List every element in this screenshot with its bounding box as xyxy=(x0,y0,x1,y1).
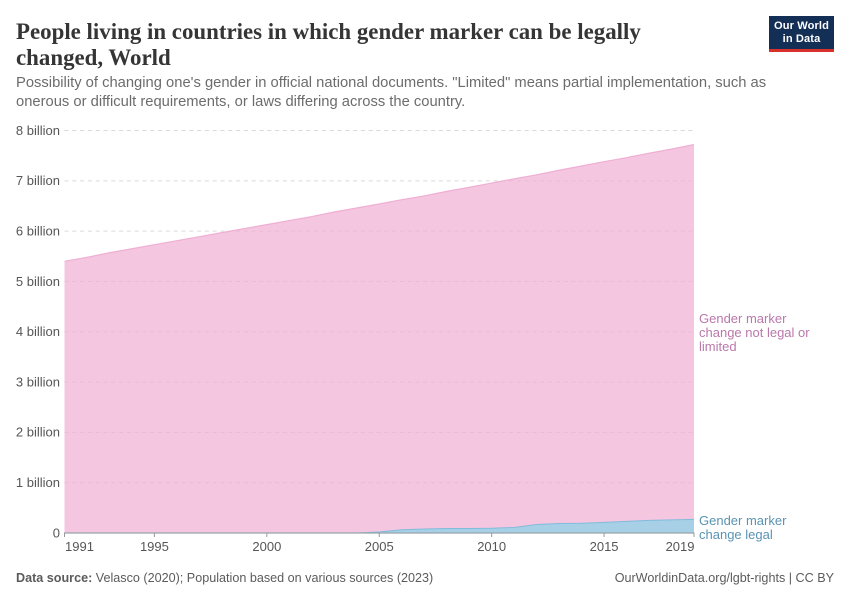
data-source-text: Velasco (2020); Population based on vari… xyxy=(92,571,434,585)
x-tick-label-2019: 2019 xyxy=(666,539,695,554)
series-label-not-legal-line-3: limited xyxy=(699,338,737,354)
y-tick-label-1: 1 billion xyxy=(16,475,60,490)
series-label-not-legal: Gender marker change not legal or limited xyxy=(699,310,819,354)
subtitle-line-1: Possibility of changing one's gender in … xyxy=(16,74,767,91)
x-tick-label-2015: 2015 xyxy=(590,539,619,554)
logo-line-1: Our World xyxy=(774,20,829,33)
x-tick-label-2010: 2010 xyxy=(477,539,506,554)
x-tick-label-1991: 1991 xyxy=(65,539,94,554)
x-tick-label-2005: 2005 xyxy=(365,539,394,554)
series-label-legal: Gender marker change legal xyxy=(699,512,819,542)
series-label-not-legal-line-2: change not legal or xyxy=(699,324,810,340)
chart-subtitle: Possibility of changing one's gender in … xyxy=(16,74,826,112)
y-tick-label-7: 7 billion xyxy=(16,173,60,188)
credit-line: OurWorldinData.org/lgbt-rights | CC BY xyxy=(614,571,834,585)
logo-line-2: in Data xyxy=(782,32,821,45)
y-tick-label-2: 2 billion xyxy=(16,425,60,440)
data-source-label: Data source: xyxy=(16,571,93,585)
x-tick-label-1995: 1995 xyxy=(140,539,169,554)
title-line-1: People living in countries in which gend… xyxy=(16,19,641,44)
page-title: People living in countries in which gend… xyxy=(16,19,761,71)
x-tick-label-2000: 2000 xyxy=(252,539,281,554)
y-tick-label-6: 6 billion xyxy=(16,223,60,238)
y-tick-label-4: 4 billion xyxy=(16,324,60,339)
area-gender-marker-change-not-legal-or-limited xyxy=(64,144,694,534)
series-label-legal-line-2: change legal xyxy=(699,526,773,542)
subtitle-line-2: onerous or difficult requirements, or la… xyxy=(16,93,466,110)
data-source-note: Data source: Velasco (2020); Population … xyxy=(16,570,433,586)
chart-footer: Data source: Velasco (2020); Population … xyxy=(16,570,834,586)
y-tick-label-5: 5 billion xyxy=(16,274,60,289)
series-label-legal-line-1: Gender marker xyxy=(699,512,787,528)
line-gender-marker-change-not-legal-or-limited xyxy=(64,144,695,262)
y-tick-label-0: 0 xyxy=(53,525,60,540)
owid-logo: Our World in Data xyxy=(769,16,834,52)
area-gender-marker-change-legal xyxy=(64,519,694,533)
title-line-2: changed, World xyxy=(16,45,171,70)
y-tick-label-3: 3 billion xyxy=(16,374,60,389)
series-label-not-legal-line-1: Gender marker xyxy=(699,310,787,326)
y-tick-label-8: 8 billion xyxy=(16,123,60,138)
